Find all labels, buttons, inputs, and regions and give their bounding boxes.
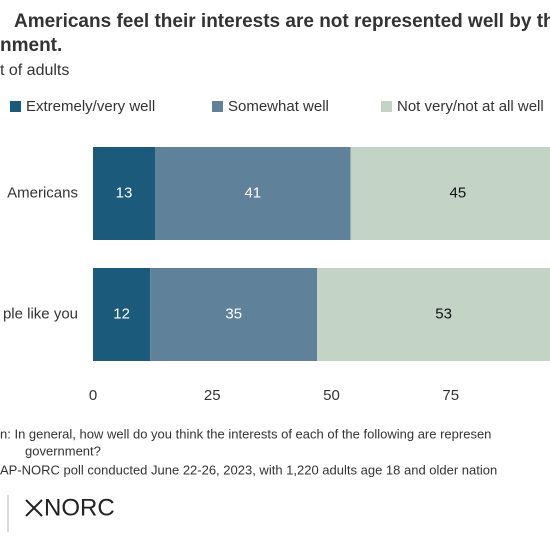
- value-label: 41: [244, 184, 261, 201]
- y-tick-label: Americans: [7, 184, 78, 201]
- legend-label: Not very/not at all well: [397, 98, 544, 115]
- bar-segment: [350, 147, 550, 240]
- legend-swatch: [381, 101, 392, 112]
- question-note: government?: [25, 443, 101, 458]
- bar-segment: [150, 268, 318, 361]
- logo: NORC: [44, 494, 115, 521]
- y-tick-label: ple like you: [3, 305, 78, 322]
- question-note: n: In general, how well do you think the…: [0, 426, 491, 441]
- chart-subtitle: t of adults: [0, 62, 69, 79]
- legend-swatch: [10, 101, 21, 112]
- value-label: 12: [113, 305, 130, 322]
- value-label: 53: [435, 305, 452, 322]
- x-tick-label: 50: [323, 387, 340, 404]
- source-note: AP-NORC poll conducted June 22-26, 2023,…: [0, 462, 497, 477]
- x-tick-label: 0: [89, 387, 97, 404]
- bar-segment: [93, 268, 151, 361]
- value-label: 45: [450, 184, 467, 201]
- legend-label: Extremely/very well: [26, 98, 155, 115]
- bar-segment: [93, 147, 156, 240]
- bar-segment: [155, 147, 351, 240]
- legend-label: Somewhat well: [228, 98, 329, 115]
- x-tick-label: 25: [204, 387, 221, 404]
- x-tick-label: 75: [442, 387, 459, 404]
- chart-title: nment.: [0, 35, 62, 56]
- value-label: 35: [225, 305, 242, 322]
- bar-segment: [317, 268, 550, 361]
- value-label: 13: [116, 184, 133, 201]
- legend-swatch: [212, 101, 223, 112]
- logo-icon: [25, 499, 43, 517]
- chart-title: Americans feel their interests are not r…: [14, 11, 550, 32]
